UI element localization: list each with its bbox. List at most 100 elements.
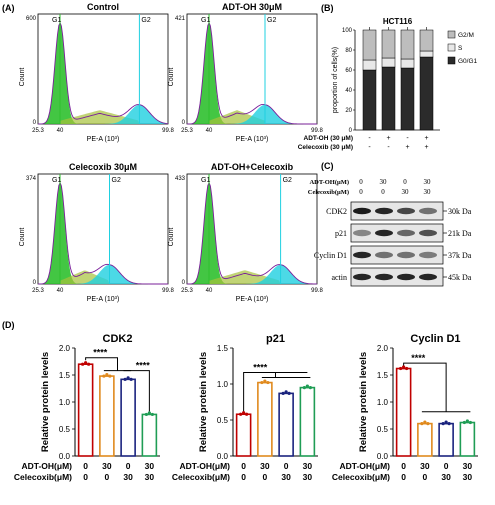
treatment-row-label: ADT-OH(μM) [339, 461, 390, 471]
stack-legend-label: G2/M [458, 32, 474, 39]
blot-band [419, 273, 437, 281]
bar-data-point [87, 362, 91, 366]
histogram-title: ADT-OH+Celecoxib [211, 162, 294, 172]
treatment-row-value: 30 [303, 461, 313, 471]
bar-data-point [287, 391, 291, 395]
blot-band [353, 273, 371, 281]
treatment-row-value: 30 [463, 472, 473, 482]
treatment-row-label: ADT-OH(μM) [179, 461, 230, 471]
blot-band [353, 251, 371, 259]
stack-segment-s [362, 59, 377, 71]
g1-label: G1 [52, 17, 61, 24]
bar-data-point [308, 386, 312, 390]
bar-data-point [260, 380, 264, 385]
bar [459, 421, 476, 457]
bar-data-point [266, 380, 270, 385]
bar-data-point [465, 419, 469, 423]
bar-data-point [441, 422, 445, 426]
bar-ytick-label: 1.5 [217, 344, 229, 353]
stack-segment-g0g1 [362, 69, 377, 131]
sig-stars: **** [411, 353, 426, 363]
stack-ylabel: proportion of cells(%) [332, 47, 339, 113]
bar-data-point [420, 422, 424, 426]
histogram-xtick: 40 [57, 288, 64, 294]
g2-peak-fill [187, 264, 317, 284]
g2-label: G2 [267, 17, 276, 24]
histogram-ymax: 433 [175, 176, 186, 182]
g2-label: G2 [283, 177, 292, 184]
stack-segment-g2m [362, 29, 377, 61]
bar-ytick-label: 0.5 [59, 425, 71, 434]
treatment-row-value: 30 [463, 461, 473, 471]
bar-ytick-label: 1.0 [377, 398, 389, 407]
blot-row-value: 30 [380, 178, 388, 186]
bar-chart-cyclin-d1: Cyclin D1 0.0 0.5 1.0 1.5 2.0 Relative protein… [332, 333, 478, 482]
bar [395, 367, 412, 457]
treatment-row-value: 30 [260, 461, 270, 471]
blot-size-label: 21k Da [448, 229, 472, 238]
treatment-row-value: 0 [105, 472, 110, 482]
histogram-ymax: 421 [175, 16, 186, 22]
panel-label-b: (B) [321, 3, 334, 13]
blot-band [397, 273, 415, 281]
histogram-xlabel: PE-A (10³) [236, 296, 269, 303]
bar-ytick-label: 1.5 [377, 371, 389, 380]
bar-chart-cdk2: CDK2 0.0 0.5 1.0 1.5 2.0 Relative protein leve… [14, 333, 160, 482]
bar-data-point [105, 372, 109, 377]
treatment-row-label: ADT-OH(μM) [21, 461, 72, 471]
histogram-xlabel: PE-A (10³) [87, 296, 120, 303]
treatment-row-value: 0 [241, 461, 246, 471]
stack-legend-swatch [447, 56, 456, 65]
bar-data-point [402, 365, 406, 369]
bar-data-point [399, 366, 403, 371]
blot-band [397, 229, 415, 237]
bar-data-point [245, 412, 249, 416]
bar-chart-title: CDK2 [103, 333, 133, 345]
blot-row-value: 0 [359, 188, 363, 196]
stack-segment-s [419, 50, 434, 58]
g1-peak-fill [38, 22, 168, 124]
bar-data-point [468, 420, 472, 425]
stack-row-label: ADT-OH (30 μM) [304, 135, 353, 142]
g1-label: G1 [201, 17, 210, 24]
bar-data-point [305, 384, 309, 388]
bar-ytick-label: 1.5 [59, 371, 71, 380]
g2-peak-fill [38, 264, 168, 284]
bar-data-point [426, 422, 430, 426]
histogram-ymax: 374 [26, 176, 37, 182]
bar-data-point [281, 391, 285, 395]
blot-row-label: Celecoxib(μM) [308, 189, 349, 196]
treatment-row-value: 30 [303, 472, 313, 482]
bar-data-point [108, 374, 112, 378]
stack-legend-label: G0/G1 [458, 58, 478, 65]
treatment-row-value: 30 [281, 472, 291, 482]
blot-band [375, 273, 393, 281]
stack-segment-g0g1 [419, 56, 434, 131]
bar-ytick-label: 1.0 [59, 398, 71, 407]
bar [99, 375, 115, 457]
histogram-xlabel: PE-A (10³) [87, 136, 120, 143]
bar [141, 413, 158, 457]
stack-legend-label: S [458, 45, 463, 52]
stack-legend-swatch [447, 43, 456, 52]
treatment-row-value: 30 [123, 472, 133, 482]
histogram-xtick: 25.3 [32, 288, 44, 294]
stack-row-value: + [424, 144, 428, 151]
treatment-row-value: 0 [263, 472, 268, 482]
treatment-row-value: 0 [284, 461, 289, 471]
bar-data-point [423, 420, 427, 424]
histogram-xtick: 25.3 [32, 128, 44, 134]
histogram-xtick: 40 [206, 128, 213, 134]
bar-data-point [126, 376, 130, 380]
treatment-row-value: 30 [102, 461, 112, 471]
stack-legend-swatch [447, 30, 456, 39]
bar-data-point [239, 412, 243, 416]
treatment-row-label: Celecoxib(μM) [172, 472, 230, 482]
bar-data-point [150, 412, 154, 417]
bar-chart-p21: p21 0.0 0.5 1.0 1.5 Relative protein levels **… [172, 333, 318, 482]
g2-label: G2 [141, 17, 150, 24]
histogram-ylabel: Count [168, 228, 175, 247]
bar-ytick-label: 1.0 [217, 380, 229, 389]
sig-stars: **** [93, 348, 108, 358]
blot-band [375, 207, 393, 215]
